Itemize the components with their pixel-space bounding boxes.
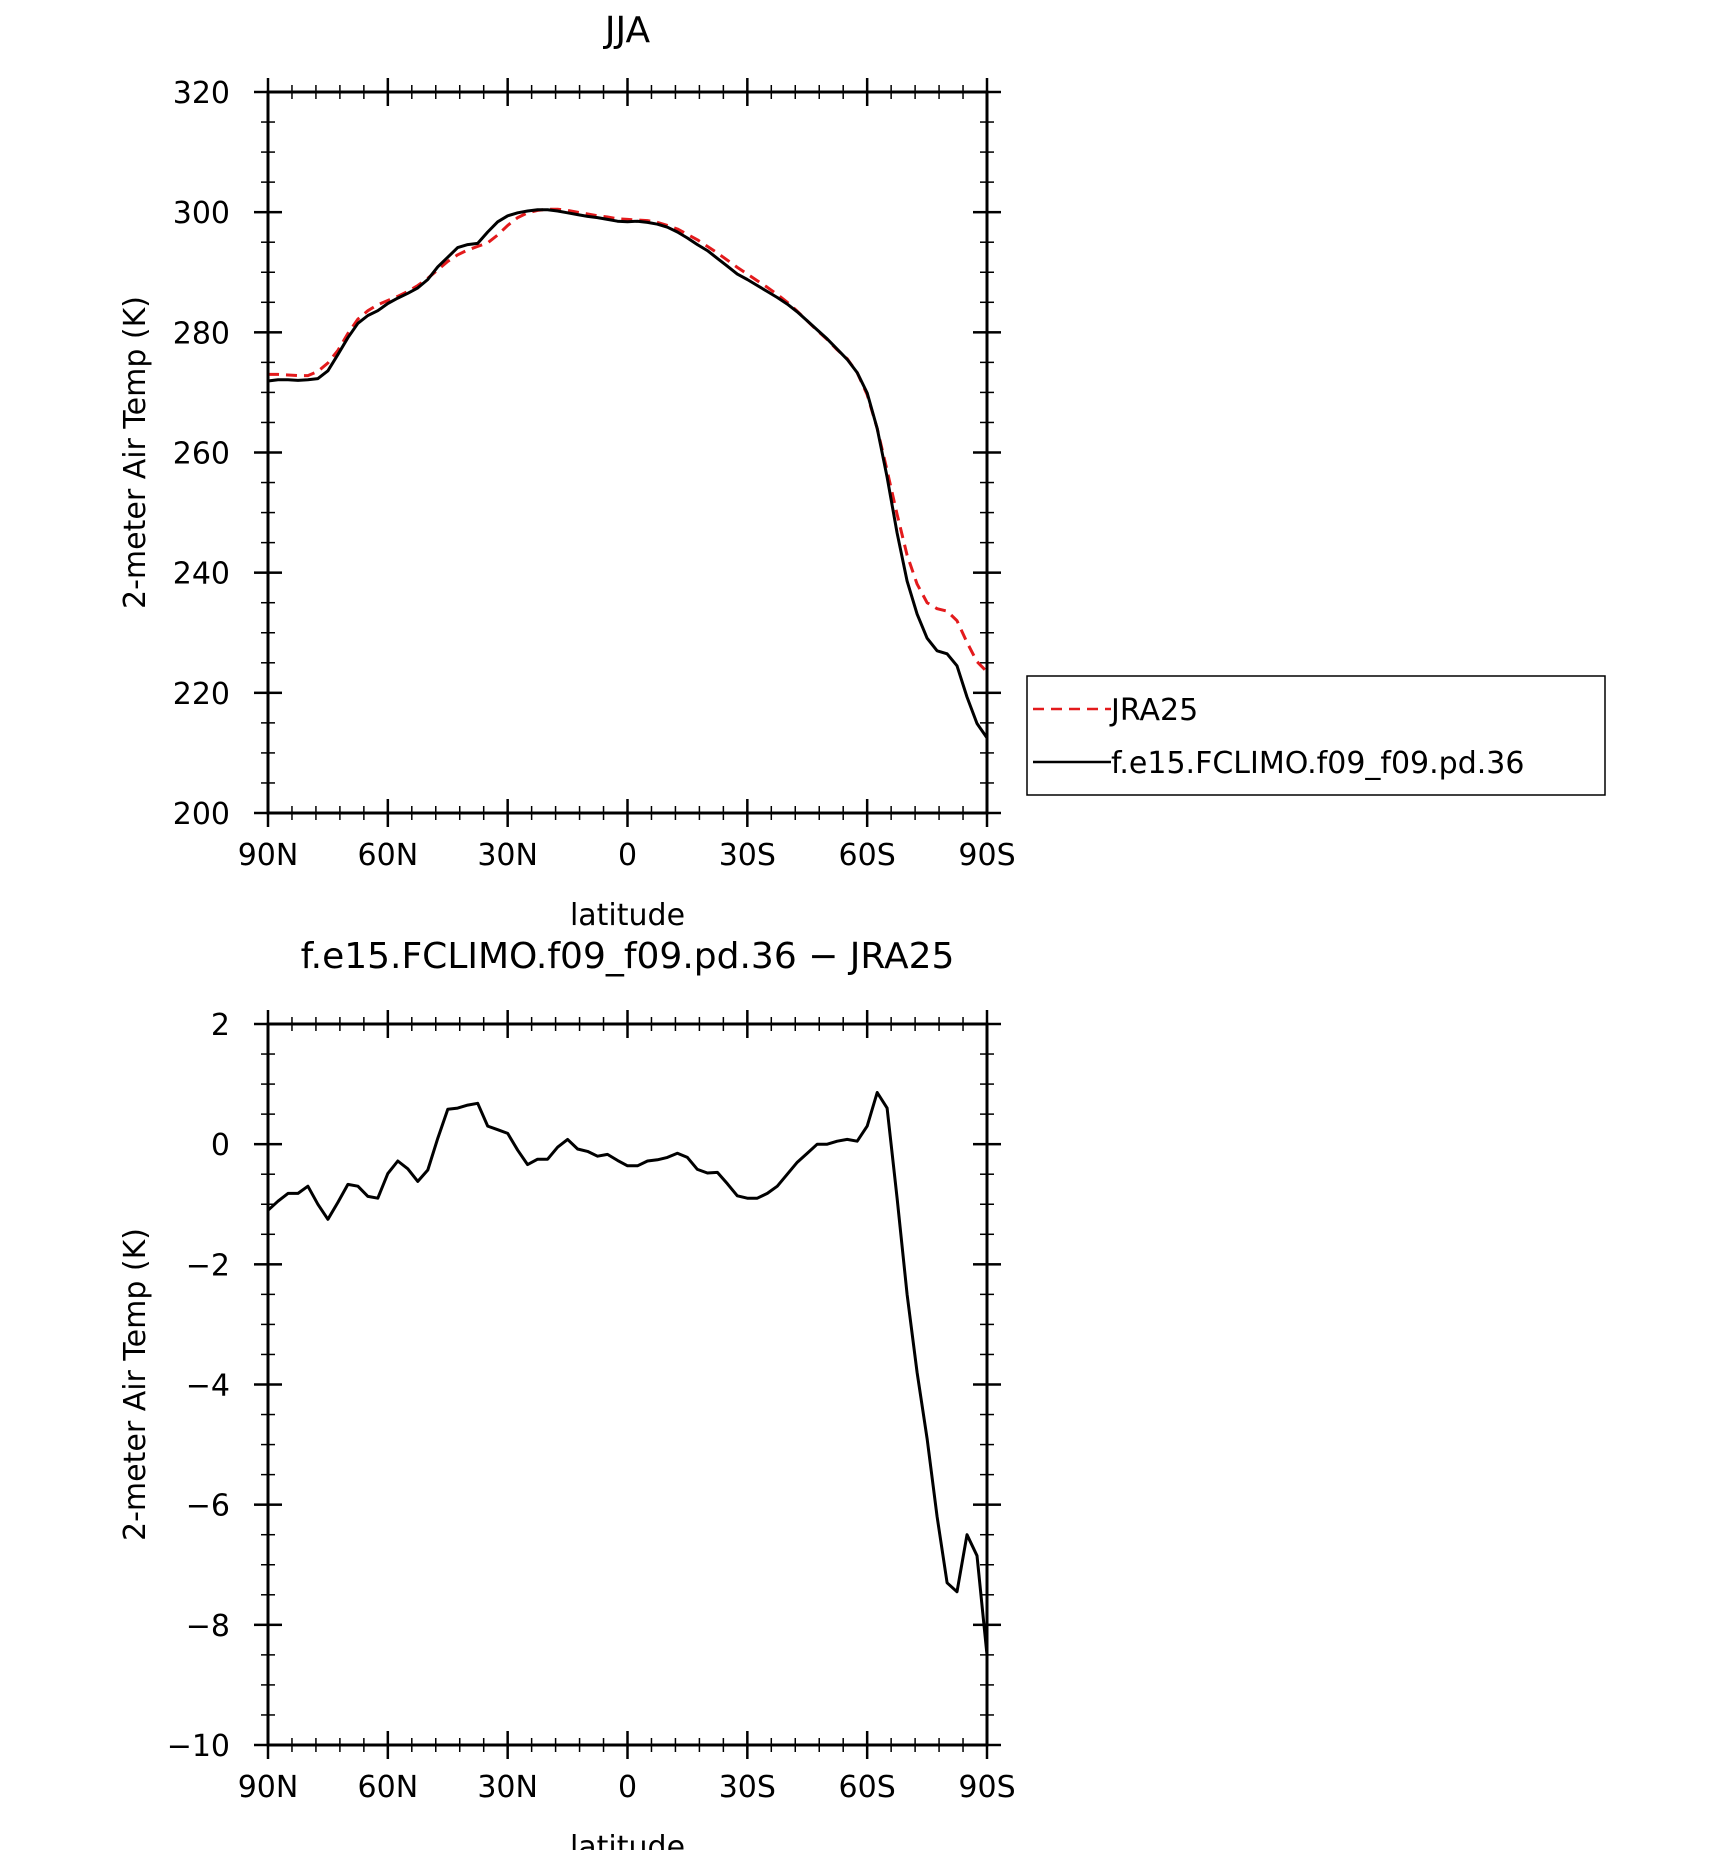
bottom-chart-series: [266, 1091, 989, 1656]
x-tick-label: 60S: [839, 838, 896, 873]
x-tick-label: 60N: [358, 1770, 419, 1805]
top-chart: JJA 2-meter Air Temp (K) latitude 90N 60N…: [118, 10, 1016, 933]
x-tick-label: 30N: [477, 838, 538, 873]
y-tick-label: −6: [186, 1489, 230, 1524]
bottom-chart-plot-frame: [266, 1022, 989, 1747]
bottom-chart-xlabel: latitude: [570, 1830, 685, 1850]
top-chart-title: JJA: [603, 10, 651, 51]
bottom-chart-title: f.e15.FCLIMO.f09_f09.pd.36 − JRA25: [301, 936, 955, 977]
top-chart-ylabel: 2-meter Air Temp (K): [118, 296, 153, 609]
y-tick-label: 260: [173, 437, 230, 472]
legend-box: [1026, 675, 1606, 796]
x-tick-label: 0: [618, 838, 637, 873]
top-series-line-1: [267, 208, 989, 739]
legend: JRA25 f.e15.FCLIMO.f09_f09.pd.36: [1026, 675, 1606, 796]
x-tick-label: 90S: [958, 1770, 1015, 1805]
bottom-series-line-0: [266, 1091, 989, 1656]
x-tick-label: 30S: [719, 1770, 776, 1805]
bottom-chart-tick-labels: 90N 60N 30N 0 30S 60S 90S −10 −8 −6 −4 −2 0 2: [167, 1008, 1016, 1805]
top-chart-xlabel: latitude: [570, 898, 685, 933]
y-tick-label: −8: [186, 1609, 230, 1644]
x-tick-label: 90N: [238, 838, 299, 873]
x-tick-label: 0: [618, 1770, 637, 1805]
y-tick-label: 300: [173, 196, 230, 231]
y-tick-label: 240: [173, 557, 230, 592]
x-tick-label: 60S: [839, 1770, 896, 1805]
top-chart-series: [267, 207, 989, 739]
x-tick-label: 90N: [238, 1770, 299, 1805]
x-tick-label: 30S: [719, 838, 776, 873]
y-tick-label: 220: [173, 677, 230, 712]
top-chart-ticks: [254, 78, 1001, 827]
legend-label-model: f.e15.FCLIMO.f09_f09.pd.36: [1111, 746, 1524, 781]
y-tick-label: −2: [186, 1248, 230, 1283]
y-tick-label: 2: [211, 1008, 230, 1043]
y-tick-label: 0: [211, 1128, 230, 1163]
y-tick-label: 280: [173, 316, 230, 351]
x-tick-label: 30N: [477, 1770, 538, 1805]
legend-label-jra25: JRA25: [1109, 693, 1198, 728]
bottom-chart: f.e15.FCLIMO.f09_f09.pd.36 − JRA25 2-met…: [118, 936, 1016, 1850]
y-tick-label: −10: [167, 1729, 230, 1764]
x-tick-label: 90S: [958, 838, 1015, 873]
y-tick-label: 320: [173, 76, 230, 111]
y-tick-label: −4: [186, 1369, 230, 1404]
x-tick-label: 60N: [358, 838, 419, 873]
top-chart-plot-frame: [266, 90, 989, 815]
top-chart-tick-labels: 90N 60N 30N 0 30S 60S 90S 200 220 240 260 280 300 320: [173, 76, 1016, 873]
y-tick-label: 200: [173, 797, 230, 832]
bottom-chart-ylabel: 2-meter Air Temp (K): [118, 1228, 153, 1541]
